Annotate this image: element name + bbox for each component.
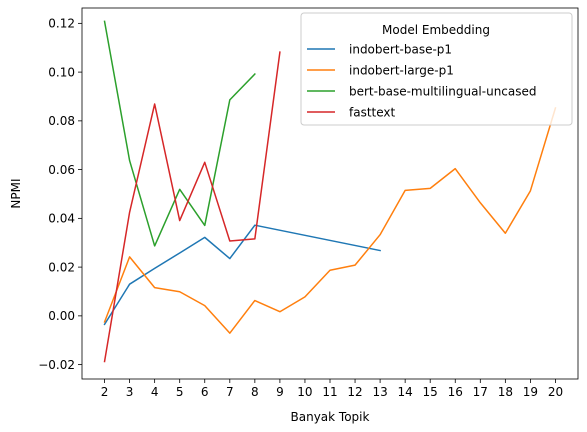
series-line-0: [103, 224, 381, 326]
legend-title: Model Embedding: [382, 23, 490, 37]
x-tick-label: 10: [297, 385, 312, 399]
x-tick-label: 19: [523, 385, 538, 399]
y-tick-label: 0.12: [48, 17, 75, 31]
x-tick-label: 2: [101, 385, 109, 399]
series-line-2: [103, 20, 256, 247]
legend-entry-label: indobert-large-p1: [349, 63, 454, 77]
x-tick-label: 4: [151, 385, 159, 399]
y-axis-label: NPMI: [9, 178, 23, 208]
x-tick-label: 6: [201, 385, 209, 399]
x-tick-label: 3: [126, 385, 134, 399]
x-tick-label: 12: [347, 385, 362, 399]
series-line-1: [103, 107, 557, 334]
x-axis-label: Banyak Topik: [291, 410, 370, 424]
x-tick-label: 14: [398, 385, 413, 399]
legend-entry-label: bert-base-multilingual-uncased: [349, 84, 537, 98]
y-tick-label: 0.06: [48, 163, 75, 177]
x-tick-label: 13: [372, 385, 387, 399]
legend: Model Embedding indobert-base-p1 indobert-…: [300, 12, 573, 126]
x-tick-label: 16: [448, 385, 463, 399]
y-tick-label: 0.08: [48, 114, 75, 128]
y-tick-label: 0.04: [48, 212, 75, 226]
x-tick-label: 5: [176, 385, 184, 399]
legend-entry-label: indobert-base-p1: [349, 42, 452, 56]
y-tick-label: 0.00: [48, 309, 75, 323]
x-tick-label: 9: [276, 385, 284, 399]
series-line-3: [103, 51, 281, 363]
y-tick-label: −0.02: [38, 358, 75, 372]
x-tick-label: 7: [226, 385, 234, 399]
legend-box: [300, 12, 573, 126]
x-tick-label: 15: [423, 385, 438, 399]
x-tick-label: 8: [251, 385, 259, 399]
axes: 2 3 4 5 6 7 8 9 10 11 12 13 14 15 16 17 18 19 20 −0.02 0.00 0…: [38, 7, 579, 399]
x-tick-label: 20: [548, 385, 563, 399]
plot-area: [103, 20, 557, 363]
x-tick-label: 18: [498, 385, 513, 399]
y-tick-label: 0.02: [48, 260, 75, 274]
legend-entry-label: fasttext: [349, 105, 396, 119]
x-tick-label: 11: [322, 385, 337, 399]
y-tick-label: 0.10: [48, 65, 75, 79]
x-tick-label: 17: [473, 385, 488, 399]
